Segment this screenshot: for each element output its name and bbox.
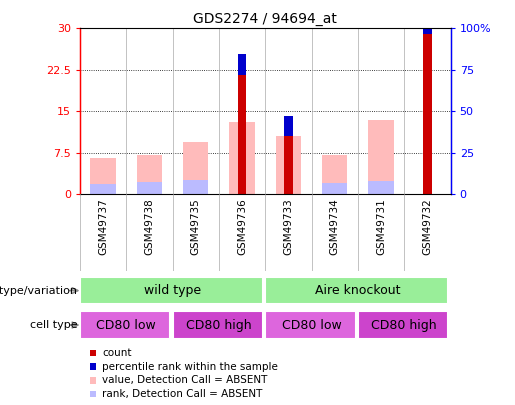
Text: cell type: cell type: [30, 320, 77, 330]
Bar: [183, 142, 209, 194]
Bar: [423, 10, 432, 34]
Text: GSM49731: GSM49731: [376, 198, 386, 255]
Bar: [368, 181, 394, 194]
Bar: [90, 183, 116, 194]
Bar: [80, 277, 263, 304]
Bar: [90, 350, 96, 356]
Bar: [265, 311, 355, 339]
Text: GSM49736: GSM49736: [237, 198, 247, 255]
Text: GSM49734: GSM49734: [330, 198, 340, 255]
Bar: [238, 75, 246, 194]
Bar: [322, 155, 348, 194]
Text: CD80 high: CD80 high: [186, 318, 252, 332]
Bar: [90, 377, 96, 384]
Text: CD80 low: CD80 low: [282, 318, 341, 332]
Text: wild type: wild type: [144, 284, 201, 297]
Bar: [173, 311, 263, 339]
Text: count: count: [102, 348, 132, 358]
Text: GSM49735: GSM49735: [191, 198, 201, 255]
Text: GSM49737: GSM49737: [98, 198, 108, 255]
Bar: [90, 158, 116, 194]
Bar: [80, 311, 170, 339]
Bar: [284, 136, 293, 194]
Text: genotype/variation: genotype/variation: [0, 286, 77, 296]
Text: GSM49738: GSM49738: [144, 198, 154, 255]
Bar: [229, 122, 255, 194]
Bar: [284, 115, 293, 136]
Bar: [136, 182, 162, 194]
Title: GDS2274 / 94694_at: GDS2274 / 94694_at: [193, 12, 337, 26]
Text: GSM49732: GSM49732: [422, 198, 433, 255]
Bar: [368, 119, 394, 194]
Bar: [423, 34, 432, 194]
Bar: [265, 277, 448, 304]
Bar: [183, 180, 209, 194]
Text: rank, Detection Call = ABSENT: rank, Detection Call = ABSENT: [102, 389, 263, 399]
Bar: [90, 363, 96, 370]
Bar: [136, 155, 162, 194]
Text: Aire knockout: Aire knockout: [315, 284, 401, 297]
Text: percentile rank within the sample: percentile rank within the sample: [102, 362, 279, 371]
Text: GSM49733: GSM49733: [283, 198, 294, 255]
Bar: [238, 54, 246, 75]
Bar: [276, 136, 301, 194]
Bar: [322, 183, 348, 194]
Text: CD80 low: CD80 low: [96, 318, 156, 332]
Text: CD80 high: CD80 high: [371, 318, 437, 332]
Bar: [90, 391, 96, 397]
Text: value, Detection Call = ABSENT: value, Detection Call = ABSENT: [102, 375, 268, 385]
Bar: [358, 311, 448, 339]
